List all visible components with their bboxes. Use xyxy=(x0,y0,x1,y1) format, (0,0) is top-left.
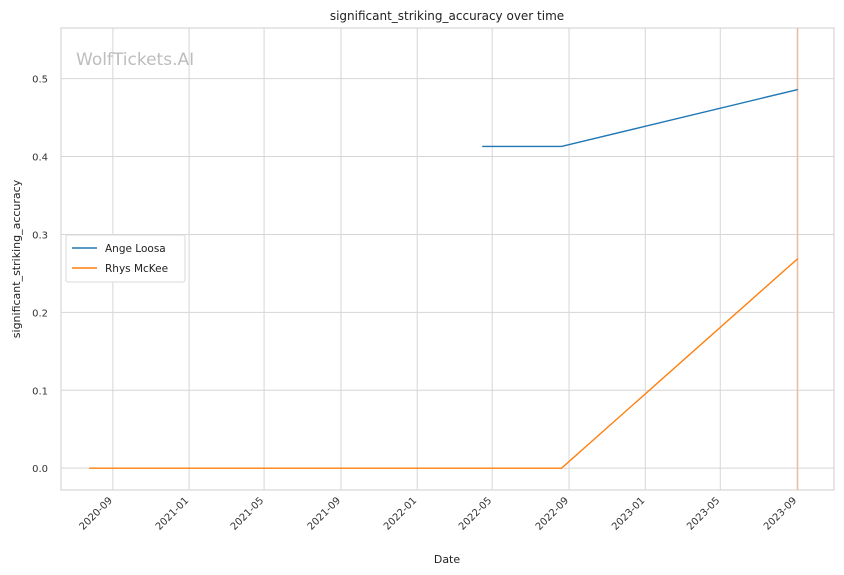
x-tick-label: 2022-09 xyxy=(534,495,571,532)
x-tick-label: 2023-05 xyxy=(685,495,722,532)
y-tick-label: 0.4 xyxy=(32,153,48,164)
series-line-rhys-mckee xyxy=(89,258,799,469)
y-axis-ticks: 0.0 0.1 0.2 0.3 0.4 0.5 xyxy=(32,75,48,476)
x-tick-label: 2021-09 xyxy=(306,495,343,532)
y-tick-label: 0.3 xyxy=(32,230,48,241)
x-tick-label: 2021-05 xyxy=(229,495,266,532)
legend-label: Ange Loosa xyxy=(105,243,166,255)
y-axis-label: significant_striking_accuracy xyxy=(10,179,23,338)
legend: Ange Loosa Rhys McKee xyxy=(65,234,186,283)
x-tick-label: 2023-01 xyxy=(610,495,647,532)
x-tick-label: 2022-05 xyxy=(457,495,494,532)
plot-area xyxy=(60,27,835,491)
series-layer xyxy=(89,88,799,469)
series-line-ange-loosa xyxy=(482,88,798,148)
x-axis-label: Date xyxy=(434,553,461,566)
legend-box xyxy=(65,234,186,283)
x-tick-label: 2020-09 xyxy=(78,495,115,532)
watermark-text: WolfTickets.AI xyxy=(76,50,194,70)
x-axis-ticks: 2020-09 2021-01 2021-05 2021-09 2022-01 2022-… xyxy=(78,495,800,532)
x-tick-label: 2023-09 xyxy=(762,495,799,532)
legend-label: Rhys McKee xyxy=(105,263,168,275)
y-tick-label: 0.1 xyxy=(32,386,48,397)
y-tick-label: 0.5 xyxy=(32,75,48,86)
gridlines xyxy=(61,28,834,490)
x-tick-label: 2021-01 xyxy=(154,495,191,532)
x-tick-label: 2022-01 xyxy=(382,495,419,532)
y-tick-label: 0.2 xyxy=(32,308,48,319)
y-tick-label: 0.0 xyxy=(32,464,48,475)
chart-title: significant_striking_accuracy over time xyxy=(330,9,564,23)
